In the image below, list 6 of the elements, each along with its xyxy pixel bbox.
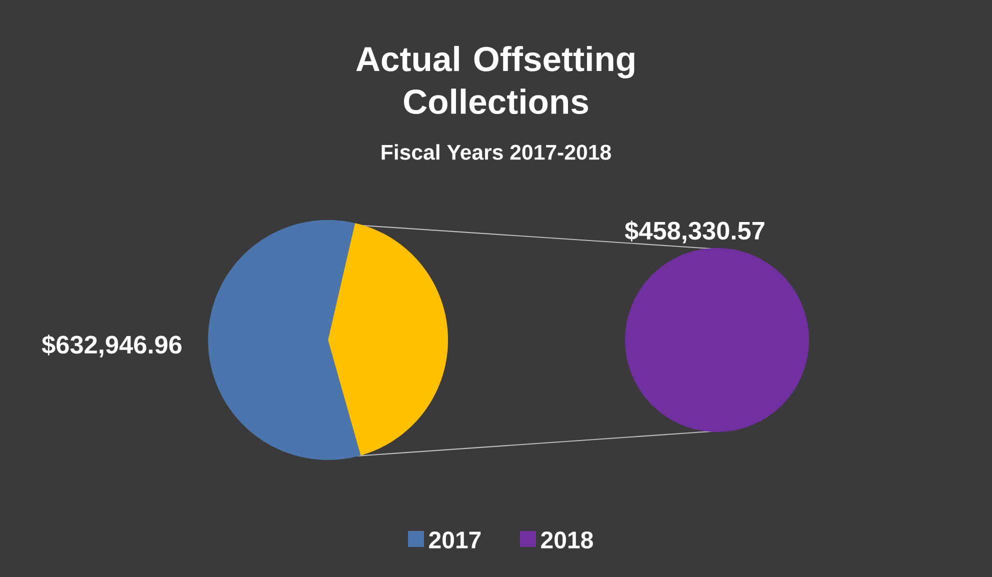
legend-label: 2017: [429, 531, 481, 548]
data-label: $632,946.96: [42, 334, 182, 358]
chart-title: Actual Offsetting Collections: [356, 46, 634, 114]
chart-subtitle: Fiscal Years 2017-2018: [382, 144, 611, 160]
legend-label: 2018: [541, 531, 593, 548]
data-label: $458,330.57: [624, 220, 764, 244]
